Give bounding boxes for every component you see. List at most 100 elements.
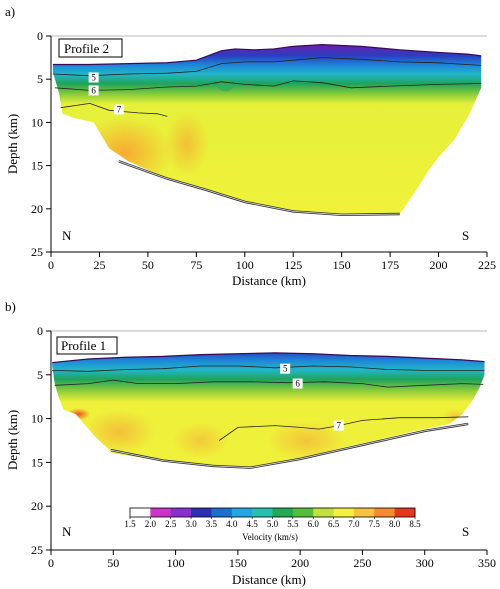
south-label: S: [462, 524, 469, 539]
contour-lines: 56 7: [52, 352, 485, 469]
x-tick-label: 50: [107, 556, 119, 570]
x-tick-label: 150: [333, 258, 351, 272]
x-tick-label: 100: [167, 556, 185, 570]
contour-label-5: 5: [283, 364, 288, 374]
colorbar-title: Velocity (km/s): [242, 532, 298, 542]
y-tick-label: 0: [37, 324, 43, 338]
y-tick-label: 10: [31, 115, 43, 129]
y-axis-title: Depth (km): [5, 114, 20, 174]
x-axis-title: Distance (km): [232, 572, 306, 587]
colorbar-swatch: [313, 508, 334, 517]
profile-label: Profile 1: [61, 338, 106, 353]
colorbar-tick-label: 3.0: [185, 519, 197, 529]
moho-interface-inner: [118, 160, 400, 216]
colorbar-tick-label: 5.5: [287, 519, 299, 529]
contour-label-box: [280, 363, 291, 374]
contour-5: [52, 57, 482, 77]
colorbar-tick-label: 4.5: [247, 519, 259, 529]
colorbar-swatches: [129, 507, 416, 518]
velocity-colorbar: 1.5 2.0 2.5 3.0 3.5 4.0 4.5 5.0 5.5 6.0 6.5 7.0 7.5 8…: [124, 507, 421, 542]
colorbar-swatch: [150, 508, 172, 517]
y-tick-label: 20: [31, 499, 43, 513]
colorbar-tick-label: 2.5: [165, 519, 177, 529]
colorbar-tick-label: 2.0: [145, 519, 157, 529]
moho-interface-inner: [110, 423, 469, 469]
y-tick-label: 5: [37, 72, 43, 86]
y-tick-label: 20: [31, 202, 43, 216]
profile-label-box: [58, 38, 123, 58]
contour-label-6: 6: [295, 379, 300, 389]
colorbar-swatch: [252, 508, 273, 517]
colorbar-swatch: [374, 508, 396, 517]
colorbar-swatch: [170, 508, 192, 517]
colorbar-swatch: [231, 508, 253, 517]
colorbar-swatch: [394, 508, 416, 517]
x-tick-label: 200: [430, 258, 448, 272]
contour-label-box: [88, 85, 99, 96]
y-tick-label: 5: [37, 368, 43, 382]
low-velocity-anomaly: [217, 79, 234, 92]
x-tick-label: 0: [48, 258, 54, 272]
colorbar-tick-label: 4.0: [226, 519, 238, 529]
contour-7: [218, 416, 469, 441]
colorbar-swatch-white: [130, 508, 151, 517]
south-label: S: [462, 228, 469, 243]
colorbar-tick-label: 5.0: [267, 519, 279, 529]
colorbar-tick-label: 1.5: [124, 519, 136, 529]
velocity-field: [52, 44, 482, 216]
x-tick-label: 125: [284, 258, 302, 272]
contour-lines: 5 6 7: [52, 44, 482, 217]
colorbar-swatch: [292, 508, 314, 517]
contour-label-box: [333, 420, 344, 431]
x-tick-label: 250: [353, 556, 371, 570]
high-velocity-zone: [83, 409, 156, 454]
x-tick-label: 25: [93, 258, 105, 272]
x-tick-label: 225: [478, 258, 496, 272]
colorbar-tick-label: 8.5: [409, 519, 421, 529]
contour-label-7: 7: [337, 421, 342, 431]
y-tick-label: 25: [31, 245, 43, 259]
axes: 0 50 100 150 200 250 300 350 0 5 10 15 20 25: [31, 324, 496, 570]
topography-line: [52, 44, 482, 66]
colorbar-tick-label: 6.0: [308, 519, 320, 529]
colorbar-swatch: [353, 508, 375, 517]
contour-label-box: [88, 72, 99, 83]
high-velocity-zone: [76, 116, 173, 189]
colorbar-swatch: [333, 508, 355, 517]
contour-5: [52, 365, 485, 372]
contour-label-5: 5: [91, 72, 96, 82]
north-label: N: [62, 228, 72, 243]
panel-letter-b: b): [5, 299, 16, 314]
y-tick-label: 15: [31, 159, 43, 173]
north-label: N: [62, 524, 72, 539]
colorbar-swatch: [272, 508, 294, 517]
contour-label-box: [113, 104, 124, 115]
colorbar-tick-label: 8.0: [389, 519, 401, 529]
y-tick-label: 25: [31, 543, 43, 557]
x-tick-label: 175: [381, 258, 399, 272]
contour-label-box: [292, 378, 303, 389]
topography-line: [52, 352, 485, 364]
y-tick-label: 15: [31, 455, 43, 469]
colorbar-tick-label: 7.0: [348, 519, 360, 529]
panel-letter-a: a): [5, 4, 15, 19]
high-velocity-zone: [66, 408, 91, 421]
panel-a: 567 0 25 50 75 100 125 150 175 200 2250510152025 …: [5, 29, 496, 288]
velocity-body: [52, 352, 485, 468]
x-tick-label: 350: [478, 556, 496, 570]
colorbar-tick-label: 7.5: [369, 519, 381, 529]
y-tick-label: 10: [31, 412, 43, 426]
colorbar-swatch: [211, 508, 233, 517]
contour-6: [54, 80, 482, 91]
high-velocity-zone: [164, 112, 209, 176]
y-axis-title: Depth (km): [5, 410, 20, 470]
contour-label-6: 6: [91, 85, 96, 95]
contour-label-7: 7: [117, 104, 122, 114]
contour-6: [54, 379, 484, 388]
high-velocity-zone: [266, 420, 347, 461]
y-tick-label: 0: [37, 29, 43, 43]
x-tick-label: 75: [190, 258, 202, 272]
